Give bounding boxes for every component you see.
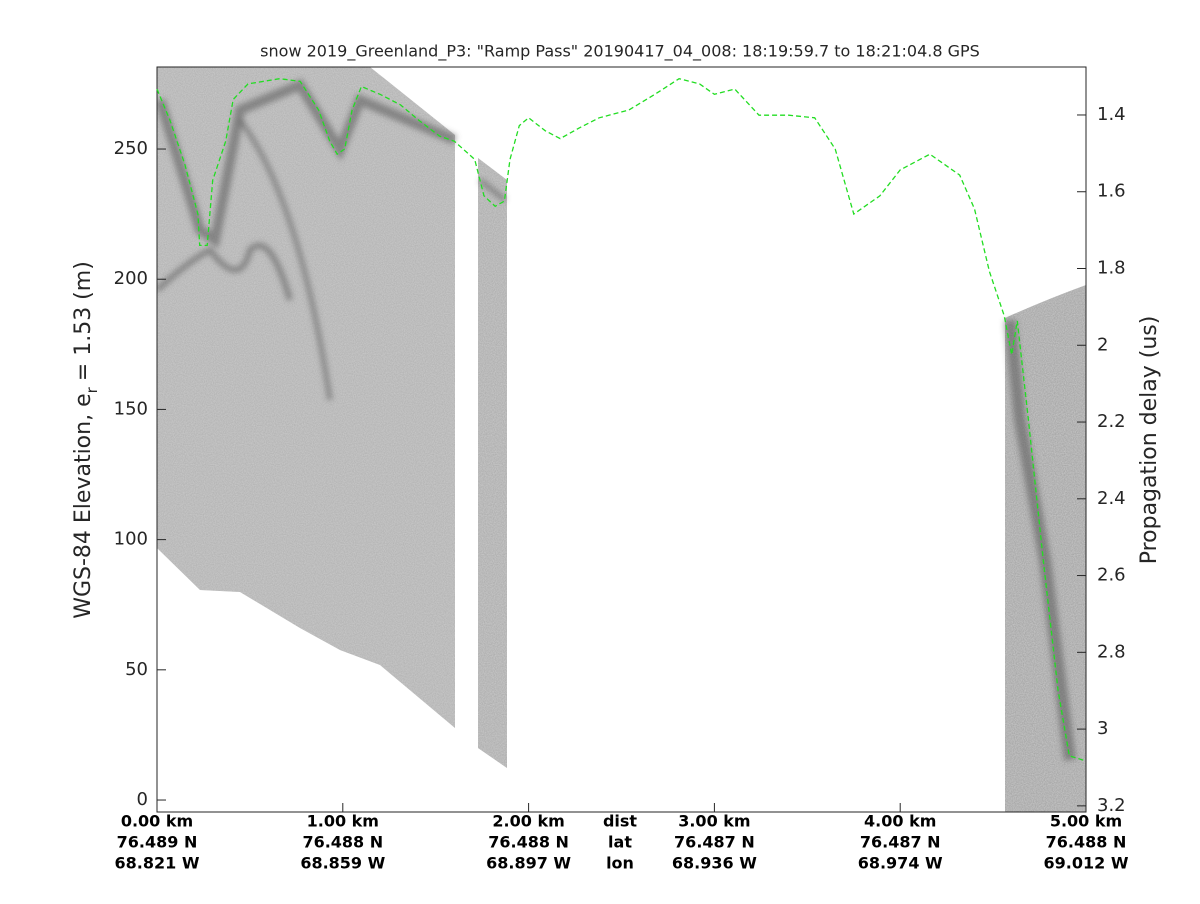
x-tick-label: 4.00 km	[864, 812, 936, 831]
row-name: lon	[606, 854, 634, 873]
echogram-block	[157, 67, 455, 728]
lon-label: 69.012 W	[1044, 854, 1129, 873]
lat-label: 76.488 N	[1046, 833, 1127, 852]
x-tick-label: 2.00 km	[492, 812, 564, 831]
y2-tick-label: 3.2	[1097, 795, 1126, 816]
y2-axis-label: Propagation delay (us)	[1137, 316, 1162, 565]
y-tick-label: 50	[125, 659, 148, 680]
y2-tick-label: 2.2	[1097, 411, 1126, 432]
y2-tick-label: 2.4	[1097, 488, 1126, 509]
lat-label: 76.487 N	[860, 833, 941, 852]
y-label-text: WGS-84 Elevation, e	[71, 393, 96, 618]
y-axis-label: WGS-84 Elevation, er = 1.53 (m)	[71, 261, 101, 619]
surface-line	[156, 78, 1087, 762]
y2-tick-label: 2.8	[1097, 641, 1126, 662]
row-name: lat	[608, 833, 632, 852]
y2-tick-label: 1.6	[1097, 181, 1126, 202]
y-label-end: = 1.53 (m)	[71, 261, 96, 381]
lat-label: 76.488 N	[488, 833, 569, 852]
lat-label: 76.487 N	[674, 833, 755, 852]
y2-tick-label: 3	[1097, 718, 1108, 739]
y-tick-label: 100	[114, 529, 148, 550]
lon-label: 68.897 W	[486, 854, 571, 873]
lon-label: 68.936 W	[672, 854, 757, 873]
y2-tick-label: 1.8	[1097, 258, 1126, 279]
x-tick-label: 0.00 km	[121, 812, 193, 831]
y-tick-label: 150	[114, 398, 148, 419]
y-tick-label: 250	[114, 138, 148, 159]
lon-label: 68.821 W	[115, 854, 200, 873]
row-name: dist	[603, 812, 637, 831]
y-tick-label: 200	[114, 268, 148, 289]
x-tick-label: 1.00 km	[307, 812, 379, 831]
y2-tick-label: 2	[1097, 334, 1108, 355]
y-tick-label: 0	[137, 789, 148, 810]
y2-tick-label: 2.6	[1097, 565, 1126, 586]
chart-title: snow 2019_Greenland_P3: "Ramp Pass" 2019…	[260, 42, 980, 62]
echogram	[157, 67, 1086, 812]
lat-label: 76.489 N	[117, 833, 198, 852]
y-label-sub: r	[83, 386, 101, 393]
x-tick-label: 5.00 km	[1050, 812, 1122, 831]
plot-frame	[156, 66, 1087, 813]
lon-label: 68.859 W	[300, 854, 385, 873]
y2-tick-label: 1.4	[1097, 104, 1126, 125]
x-tick-label: 3.00 km	[678, 812, 750, 831]
echogram-block	[478, 158, 507, 768]
lon-label: 68.974 W	[858, 854, 943, 873]
echogram-layers	[157, 78, 1076, 761]
lat-label: 76.488 N	[302, 833, 383, 852]
